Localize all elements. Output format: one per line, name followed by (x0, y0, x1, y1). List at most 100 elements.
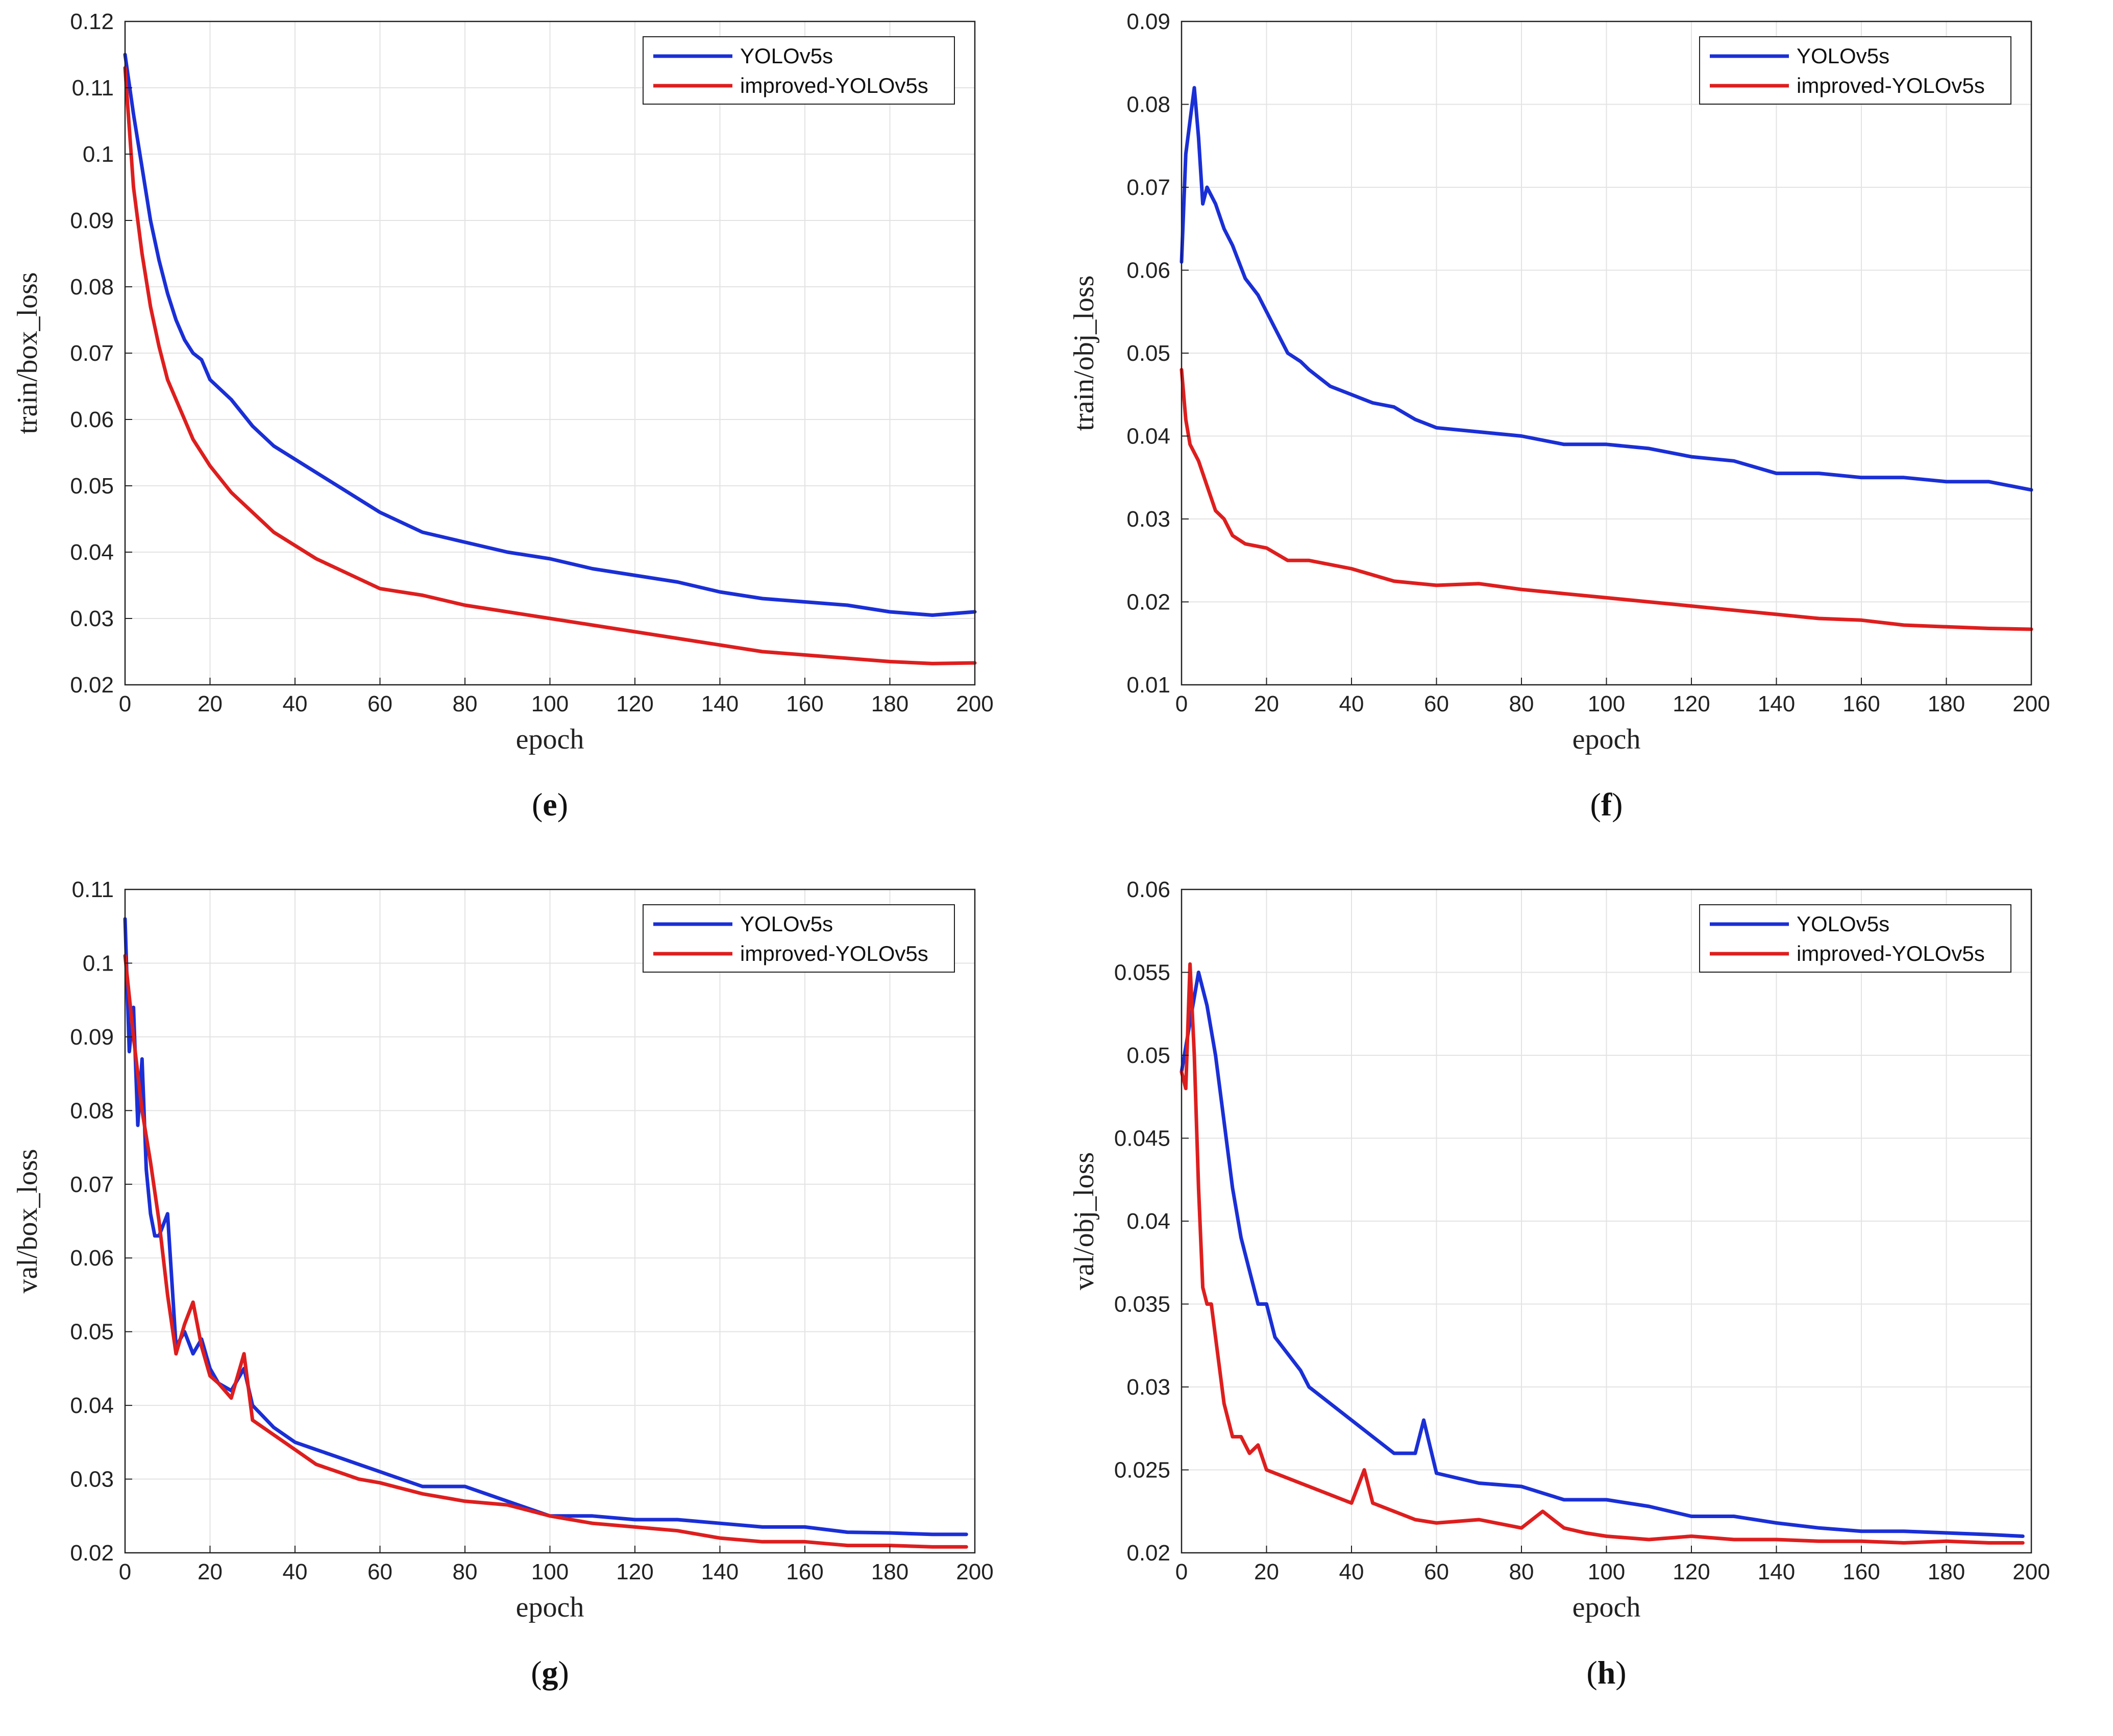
x-tick-label: 0 (119, 1559, 131, 1584)
y-tick-label: 0.06 (1126, 258, 1170, 283)
x-tick-label: 80 (453, 1559, 478, 1584)
legend-entry-label: improved-YOLOv5s (1797, 941, 1985, 965)
panel-caption: (f) (1590, 786, 1623, 823)
y-tick-label: 0.03 (70, 1467, 114, 1492)
y-tick-label: 0.07 (1126, 175, 1170, 200)
panel-caption: (e) (532, 786, 568, 823)
y-tick-label: 0.07 (70, 341, 114, 366)
series-line-improved-yolov5s (123, 954, 968, 1549)
y-tick-label: 0.035 (1114, 1292, 1170, 1317)
x-tick-label: 60 (367, 691, 392, 716)
series-line-yolov5s (1180, 971, 2025, 1538)
x-tick-label: 20 (198, 1559, 223, 1584)
x-tick-label: 20 (198, 691, 223, 716)
y-tick-label: 0.03 (70, 606, 114, 631)
y-tick-label: 0.025 (1114, 1458, 1170, 1483)
series-line-yolov5s (123, 917, 968, 1536)
y-tick-label: 0.12 (70, 9, 114, 34)
x-tick-label: 200 (2012, 1559, 2050, 1584)
y-tick-label: 0.09 (1126, 9, 1170, 34)
x-tick-label: 120 (616, 1559, 653, 1584)
y-tick-label: 0.08 (1126, 92, 1170, 117)
y-tick-label: 0.05 (1126, 341, 1170, 366)
x-tick-label: 20 (1254, 691, 1279, 716)
x-tick-label: 200 (956, 691, 993, 716)
x-tick-label: 100 (1588, 691, 1625, 716)
x-tick-label: 100 (531, 1559, 569, 1584)
series-line-improved-yolov5s (1180, 962, 2025, 1545)
legend-box (1699, 36, 2011, 105)
y-tick-label: 0.09 (70, 1025, 114, 1050)
x-tick-label: 120 (616, 691, 653, 716)
panel-caption-letter: g (542, 1654, 558, 1691)
legend: YOLOv5s improved-YOLOv5s (1699, 36, 2011, 105)
x-tick-label: 60 (1424, 691, 1449, 716)
x-tick-label: 160 (786, 691, 823, 716)
series-line-improved-yolov5s (123, 66, 977, 665)
x-tick-label: 140 (701, 691, 739, 716)
x-tick-label: 80 (1509, 1559, 1534, 1584)
y-tick-label: 0.02 (70, 673, 114, 698)
y-tick-label: 0.1 (83, 951, 114, 976)
chart-panel-f: 0 20 40 60 80 100 120 140 160 180 200 0.01 0.02 0.03 0… (1056, 0, 2113, 868)
x-tick-label: 120 (1673, 1559, 1710, 1584)
x-tick-label: 0 (1175, 691, 1188, 716)
y-tick-label: 0.05 (70, 1320, 114, 1345)
chart-g-svg: 0 20 40 60 80 100 120 140 160 180 200 0.02 0.03 0.04 0… (12, 877, 994, 1691)
panel-caption: (g) (531, 1654, 569, 1691)
chart-e-svg: 0 20 40 60 80 100 120 140 160 180 200 0.02 0.03 0.04 0… (12, 9, 994, 823)
legend-entry-label: improved-YOLOv5s (740, 941, 928, 965)
y-tick-label: 0.04 (70, 540, 114, 565)
chart-f-svg: 0 20 40 60 80 100 120 140 160 180 200 0.01 0.02 0.03 0… (1068, 9, 2050, 823)
x-tick-label: 180 (871, 691, 908, 716)
panel-caption-letter: h (1598, 1654, 1616, 1691)
x-axis-label: epoch (1573, 1592, 1641, 1623)
legend-entry-label: YOLOv5s (1797, 44, 1889, 68)
x-tick-label: 40 (283, 691, 308, 716)
y-tick-label: 0.11 (72, 877, 114, 902)
series-line-improved-yolov5s (1180, 368, 2033, 631)
x-tick-label: 140 (1758, 691, 1795, 716)
x-tick-label: 140 (1758, 1559, 1795, 1584)
x-tick-label: 100 (531, 691, 569, 716)
y-tick-label: 0.06 (70, 1246, 114, 1271)
legend-entry-label: YOLOv5s (740, 44, 833, 68)
y-tick-label: 0.04 (70, 1393, 114, 1418)
x-tick-label: 80 (1509, 691, 1534, 716)
legend-box (643, 36, 955, 105)
y-tick-label: 0.06 (70, 407, 114, 432)
y-tick-label: 0.11 (72, 76, 114, 101)
panel-caption: (h) (1586, 1654, 1626, 1691)
x-tick-label: 120 (1673, 691, 1710, 716)
x-tick-label: 160 (1842, 691, 1880, 716)
x-tick-label: 100 (1588, 1559, 1625, 1584)
legend-entry-label: improved-YOLOv5s (1797, 73, 1985, 97)
y-axis-label: val/obj_loss (1068, 1152, 1100, 1291)
x-tick-label: 160 (1842, 1559, 1880, 1584)
y-tick-label: 0.1 (83, 142, 114, 167)
x-tick-label: 200 (956, 1559, 993, 1584)
y-tick-label: 0.02 (1126, 590, 1170, 615)
x-tick-label: 180 (871, 1559, 908, 1584)
y-tick-label: 0.01 (1126, 673, 1170, 698)
x-tick-label: 180 (1928, 691, 1965, 716)
y-tick-label: 0.03 (1126, 507, 1170, 532)
x-tick-label: 200 (2012, 691, 2050, 716)
x-tick-label: 40 (1339, 1559, 1364, 1584)
legend: YOLOv5s improved-YOLOv5s (1699, 904, 2011, 973)
legend-box (1699, 904, 2011, 973)
x-tick-label: 40 (283, 1559, 308, 1584)
legend-entry-label: YOLOv5s (1797, 912, 1889, 936)
series-line-yolov5s (123, 53, 977, 617)
x-tick-label: 0 (119, 691, 131, 716)
x-tick-label: 80 (453, 691, 478, 716)
panel-caption-letter: e (543, 786, 557, 823)
y-axis-label: train/box_loss (12, 272, 43, 434)
x-tick-label: 180 (1928, 1559, 1965, 1584)
x-tick-label: 60 (1424, 1559, 1449, 1584)
y-tick-label: 0.07 (70, 1172, 114, 1197)
legend-entry-label: improved-YOLOv5s (740, 73, 928, 97)
legend-entry-label: YOLOv5s (740, 912, 833, 936)
y-tick-label: 0.08 (70, 1098, 114, 1123)
y-tick-label: 0.02 (1126, 1541, 1170, 1566)
